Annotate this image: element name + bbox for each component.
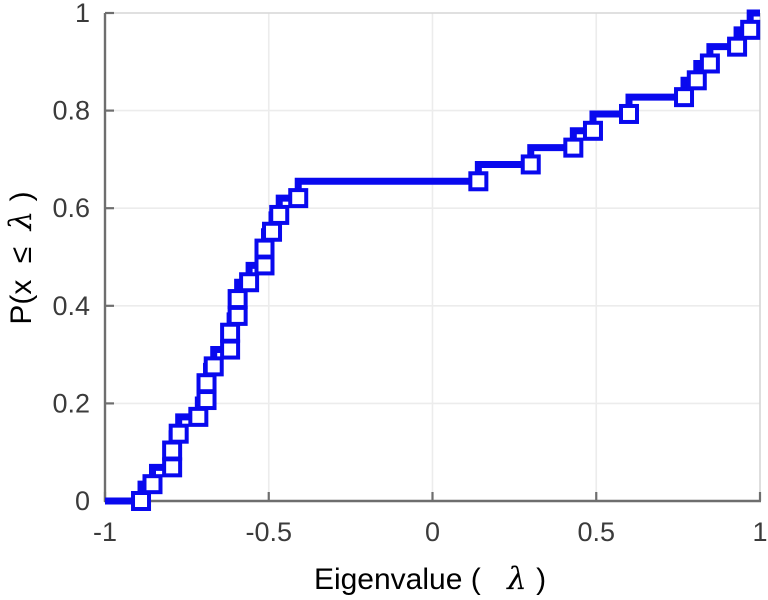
y-tick-label: 0.8 (52, 96, 90, 126)
x-tick-label: -0.5 (245, 517, 292, 547)
data-point-marker (227, 305, 248, 326)
grid-layer (105, 13, 760, 501)
tick-labels-layer: -1 -0.5 0 0.5 1 0 0.2 0.4 0.6 0.8 1 (52, 0, 767, 547)
data-point-marker (563, 137, 584, 158)
data-point-marker (520, 154, 541, 175)
y-axis-label-text: P(x (5, 280, 38, 325)
data-point-marker (740, 19, 761, 40)
data-point-marker (686, 70, 707, 91)
data-point-marker (269, 204, 290, 225)
data-point-marker (220, 322, 241, 343)
data-point-marker (619, 103, 639, 124)
leq-symbol: ≤ (5, 247, 38, 263)
x-tick-label: 0.5 (577, 517, 615, 547)
data-point-marker (254, 255, 275, 276)
y-tick-label: 0.2 (52, 388, 90, 418)
data-point-marker (468, 171, 489, 192)
data-point-marker (162, 440, 183, 461)
data-point-marker (196, 373, 217, 394)
data-point-marker (168, 423, 189, 444)
data-point-marker (262, 221, 283, 242)
data-point-marker (288, 188, 309, 209)
y-axis-label: P(x ≤ λ ) (3, 191, 39, 324)
data-point-marker (220, 339, 241, 360)
x-axis-label: Eigenvalue ( λ ) (314, 561, 546, 597)
data-point-marker (674, 87, 695, 108)
data-point-marker (203, 356, 224, 377)
y-tick-label: 0.6 (52, 193, 90, 223)
x-tick-label: -1 (93, 517, 117, 547)
ecdf-series-layer (105, 9, 761, 511)
y-tick-label: 1 (75, 0, 90, 28)
y-tick-label: 0 (75, 486, 90, 516)
data-point-marker (196, 390, 217, 411)
lambda-symbol: λ (505, 561, 527, 597)
data-point-marker (227, 289, 248, 310)
x-tick-label: 0 (425, 517, 440, 547)
y-tick-label: 0.4 (52, 291, 90, 321)
data-point-marker (727, 36, 748, 57)
data-point-marker (142, 474, 163, 495)
lambda-symbol: λ (3, 211, 39, 233)
data-point-marker (699, 53, 720, 74)
data-point-marker (162, 457, 183, 478)
data-point-marker (254, 238, 275, 259)
x-tick-label: 1 (752, 517, 767, 547)
y-axis-label-close: ) (5, 191, 38, 201)
x-axis-label-close: ) (536, 563, 546, 596)
data-point-marker (188, 406, 209, 427)
data-point-marker (239, 272, 260, 293)
data-point-marker (582, 120, 603, 141)
x-axis-label-text: Eigenvalue ( (314, 563, 481, 596)
data-point-marker (131, 491, 152, 511)
